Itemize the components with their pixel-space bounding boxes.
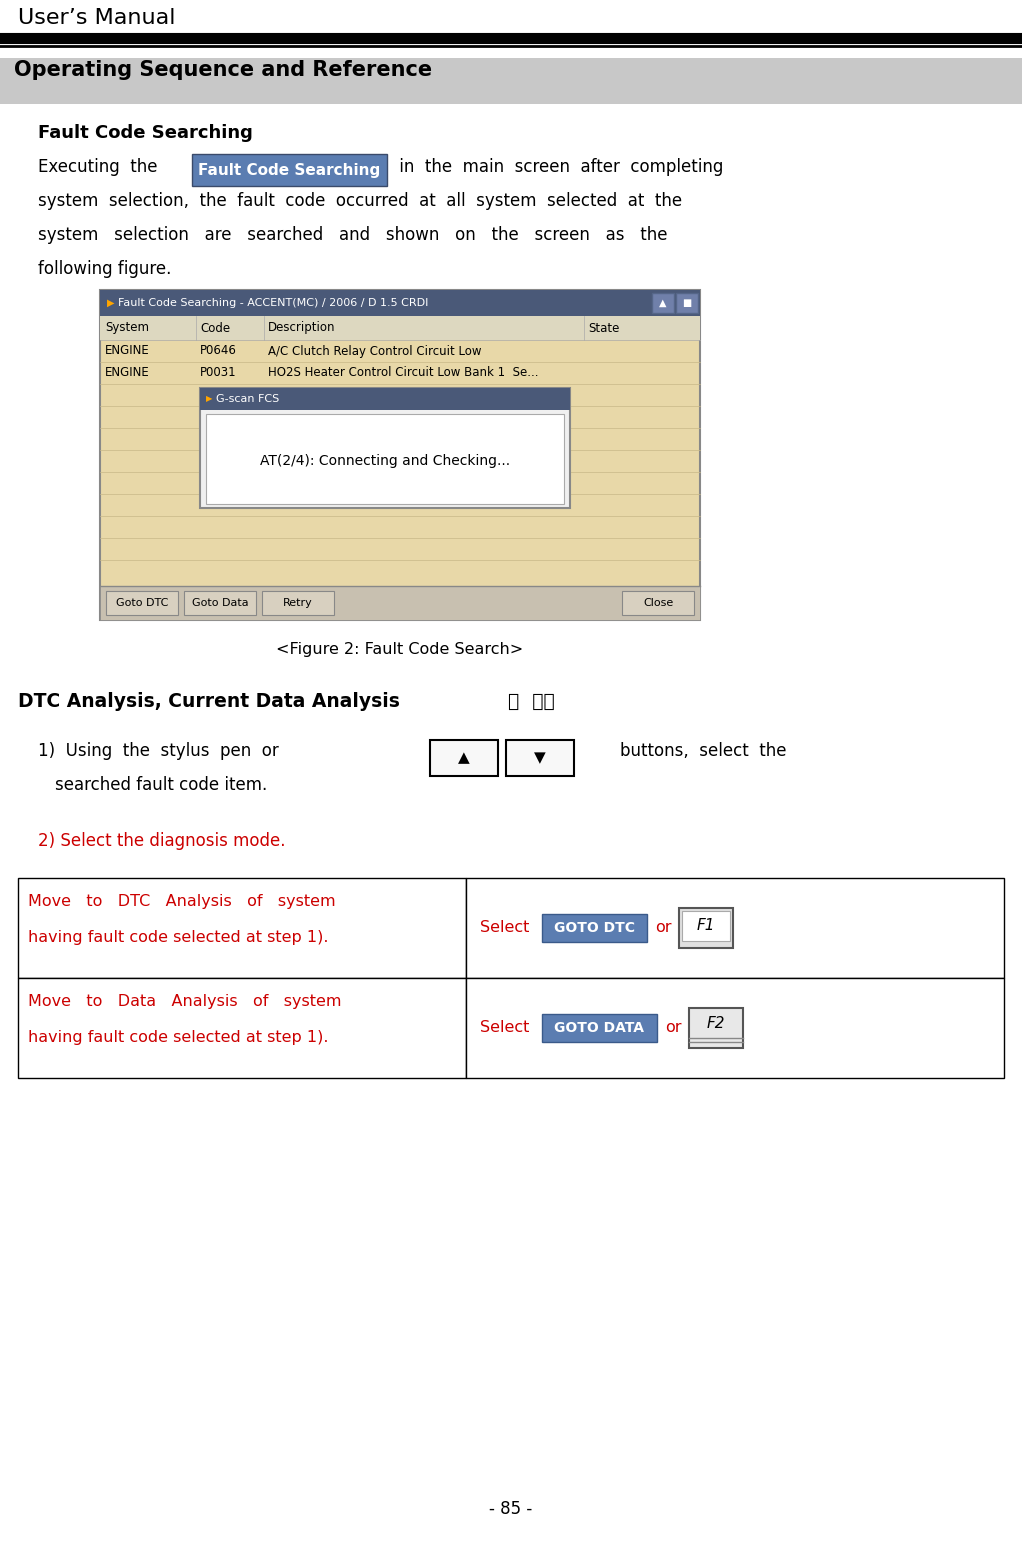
Text: Move   to   Data   Analysis   of   system: Move to Data Analysis of system bbox=[28, 994, 341, 1010]
Bar bbox=[100, 291, 700, 620]
Text: <Figure 2: Fault Code Search>: <Figure 2: Fault Code Search> bbox=[276, 642, 523, 657]
Bar bbox=[430, 741, 498, 776]
Text: F2: F2 bbox=[707, 1016, 726, 1031]
Bar bbox=[100, 315, 700, 340]
Text: ▼: ▼ bbox=[535, 750, 546, 765]
Text: ▶: ▶ bbox=[107, 298, 114, 308]
Bar bbox=[0, 59, 1022, 104]
Text: GOTO DTC: GOTO DTC bbox=[554, 921, 635, 935]
Bar bbox=[100, 291, 700, 315]
Text: 로  이동: 로 이동 bbox=[508, 693, 555, 711]
Text: P0031: P0031 bbox=[200, 366, 237, 379]
Text: Move   to   DTC   Analysis   of   system: Move to DTC Analysis of system bbox=[28, 894, 335, 909]
Bar bbox=[184, 591, 256, 615]
Text: HO2S Heater Control Circuit Low Bank 1  Se...: HO2S Heater Control Circuit Low Bank 1 S… bbox=[268, 366, 539, 379]
Text: buttons,  select  the: buttons, select the bbox=[620, 742, 787, 761]
Bar bbox=[506, 741, 574, 776]
Text: Goto DTC: Goto DTC bbox=[115, 598, 169, 608]
Text: DTC Analysis, Current Data Analysis: DTC Analysis, Current Data Analysis bbox=[18, 693, 400, 711]
Text: following figure.: following figure. bbox=[38, 260, 172, 278]
Text: Fault Code Searching: Fault Code Searching bbox=[38, 124, 252, 142]
Text: Operating Sequence and Reference: Operating Sequence and Reference bbox=[14, 60, 432, 80]
Text: GOTO DATA: GOTO DATA bbox=[555, 1020, 645, 1034]
Bar bbox=[542, 1014, 657, 1042]
Bar bbox=[542, 914, 647, 942]
Text: A/C Clutch Relay Control Circuit Low: A/C Clutch Relay Control Circuit Low bbox=[268, 345, 481, 357]
Text: P0646: P0646 bbox=[200, 345, 237, 357]
Text: ENGINE: ENGINE bbox=[105, 366, 150, 379]
Text: 2) Select the diagnosis mode.: 2) Select the diagnosis mode. bbox=[38, 832, 285, 850]
Bar bbox=[100, 586, 700, 620]
Text: F1: F1 bbox=[697, 918, 715, 934]
Bar bbox=[689, 1008, 743, 1048]
Text: System: System bbox=[105, 322, 149, 334]
Text: system  selection,  the  fault  code  occurred  at  all  system  selected  at  t: system selection, the fault code occurre… bbox=[38, 192, 682, 210]
Text: or: or bbox=[665, 1020, 682, 1036]
Bar bbox=[200, 388, 570, 509]
Text: Select: Select bbox=[480, 920, 529, 935]
Bar bbox=[622, 591, 694, 615]
Text: having fault code selected at step 1).: having fault code selected at step 1). bbox=[28, 931, 328, 945]
Text: Fault Code Searching: Fault Code Searching bbox=[198, 162, 380, 178]
Text: - 85 -: - 85 - bbox=[490, 1500, 532, 1518]
Text: Code: Code bbox=[200, 322, 230, 334]
Text: State: State bbox=[588, 322, 619, 334]
Text: ▲: ▲ bbox=[659, 298, 666, 308]
Text: 1)  Using  the  stylus  pen  or: 1) Using the stylus pen or bbox=[38, 742, 279, 761]
Bar bbox=[466, 979, 1004, 1078]
Text: AT(2/4): Connecting and Checking...: AT(2/4): Connecting and Checking... bbox=[260, 455, 510, 468]
Text: Retry: Retry bbox=[283, 598, 313, 608]
Text: G-scan FCS: G-scan FCS bbox=[216, 394, 279, 404]
Bar bbox=[682, 911, 730, 942]
Text: Fault Code Searching - ACCENT(MC) / 2006 / D 1.5 CRDI: Fault Code Searching - ACCENT(MC) / 2006… bbox=[118, 298, 428, 308]
Text: User’s Manual: User’s Manual bbox=[18, 8, 176, 28]
Bar bbox=[676, 294, 698, 312]
Bar bbox=[106, 591, 178, 615]
Bar bbox=[18, 979, 466, 1078]
Text: Description: Description bbox=[268, 322, 335, 334]
Bar bbox=[206, 414, 564, 504]
Text: Goto Data: Goto Data bbox=[192, 598, 248, 608]
Bar bbox=[200, 388, 570, 410]
Text: Select: Select bbox=[480, 1020, 529, 1036]
Bar bbox=[652, 294, 673, 312]
Text: searched fault code item.: searched fault code item. bbox=[55, 776, 267, 795]
Text: Close: Close bbox=[643, 598, 673, 608]
Text: ▲: ▲ bbox=[458, 750, 470, 765]
Text: Executing  the: Executing the bbox=[38, 158, 157, 176]
Bar bbox=[262, 591, 334, 615]
Text: having fault code selected at step 1).: having fault code selected at step 1). bbox=[28, 1030, 328, 1045]
Bar bbox=[18, 878, 466, 979]
Text: ▶: ▶ bbox=[206, 394, 213, 404]
Bar bbox=[466, 878, 1004, 979]
Bar bbox=[679, 908, 733, 948]
Text: ■: ■ bbox=[683, 298, 692, 308]
Text: or: or bbox=[655, 920, 671, 935]
Text: ENGINE: ENGINE bbox=[105, 345, 150, 357]
Text: in  the  main  screen  after  completing: in the main screen after completing bbox=[394, 158, 724, 176]
Text: system   selection   are   searched   and   shown   on   the   screen   as   the: system selection are searched and shown … bbox=[38, 226, 667, 244]
Bar bbox=[192, 155, 387, 186]
